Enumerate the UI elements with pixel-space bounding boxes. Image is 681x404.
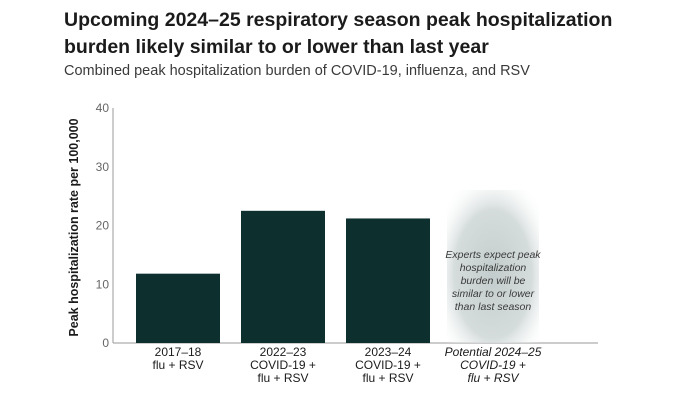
- y-axis-label: Peak hospitalization rate per 100,000: [67, 118, 81, 336]
- projection-annotation-line: hospitalization: [460, 262, 527, 274]
- x-category-label: 2017–18: [155, 345, 202, 359]
- x-category-label: 2022–23: [260, 345, 307, 359]
- x-category-label: flu + RSV: [467, 371, 519, 385]
- y-tick-label: 30: [96, 160, 110, 174]
- x-category-label: COVID-19 +: [250, 358, 316, 372]
- y-tick-label: 10: [96, 277, 110, 291]
- x-category-label: flu + RSV: [257, 371, 308, 385]
- projection-annotation-line: Experts expect peak: [445, 249, 541, 261]
- bar: [136, 273, 220, 343]
- x-category-label: flu + RSV: [362, 371, 413, 385]
- bar: [346, 218, 430, 343]
- chart-title: Upcoming 2024–25 respiratory season peak…: [64, 7, 664, 61]
- chart-title-line-2: burden likely similar to or lower than l…: [64, 36, 489, 58]
- x-category-label: flu + RSV: [152, 358, 203, 372]
- projection-annotation-line: burden will be: [461, 275, 526, 287]
- chart-title-line-1: Upcoming 2024–25 respiratory season peak…: [64, 9, 613, 31]
- projection-annotation-line: similar to or lower: [452, 288, 535, 300]
- projection-annotation-line: than last season: [455, 301, 532, 313]
- x-category-label: Potential 2024–25: [445, 345, 542, 359]
- x-category-label: COVID-19 +: [460, 358, 526, 372]
- projection-area: [447, 190, 539, 343]
- y-tick-label: 20: [96, 219, 110, 233]
- y-tick-label: 40: [96, 101, 110, 115]
- y-tick-label: 0: [102, 336, 109, 350]
- bar: [241, 210, 325, 343]
- x-category-label: COVID-19 +: [355, 358, 421, 372]
- x-category-label: 2023–24: [365, 345, 412, 359]
- chart-subtitle: Combined peak hospitalization burden of …: [64, 63, 530, 79]
